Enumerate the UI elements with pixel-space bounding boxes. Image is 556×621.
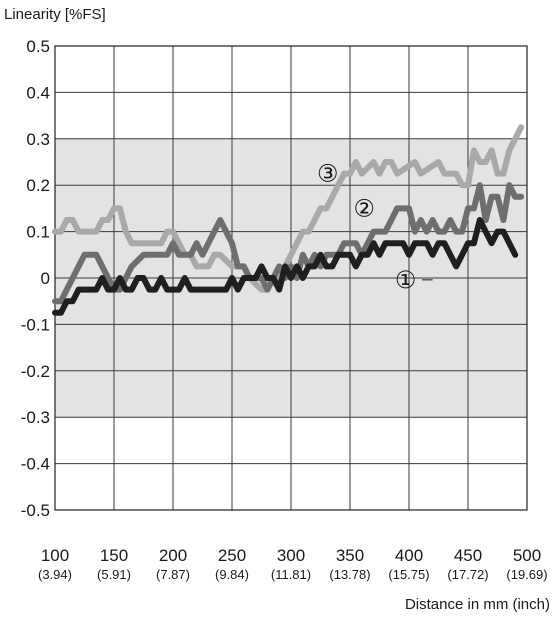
series-marker-label-1: ③	[317, 160, 339, 188]
x-axis-title: Distance in mm (inch)	[404, 596, 550, 613]
x-tick-sublabel: (13.78)	[329, 567, 370, 582]
x-tick-label-layer: 100 (3.94) 150 (5.91) 200 (7.87) 250 (9.84) 300 (…	[38, 546, 548, 582]
grid-layer	[54, 45, 528, 511]
x-tick-sublabel: (3.94)	[38, 567, 72, 582]
x-tick-label: 450	[454, 546, 482, 565]
series-marker-label-2: ②	[353, 194, 375, 222]
series-line-3	[52, 217, 519, 316]
x-tick-label: 350	[336, 546, 364, 565]
x-tick-sublabel: (11.81)	[271, 567, 311, 582]
y-tick-label: 0	[41, 269, 50, 288]
x-tick-label: 500	[513, 546, 541, 565]
y-tick-label: -0.3	[21, 408, 50, 427]
series-layer	[52, 124, 525, 316]
y-tick-label: 0.5	[26, 37, 50, 56]
x-tick-sublabel: (15.75)	[388, 567, 429, 582]
x-tick-sublabel: (9.84)	[215, 567, 249, 582]
annotation-layer: ③② ①	[317, 160, 433, 294]
x-tick-label: 100	[41, 546, 69, 565]
y-tick-label-layer: 0.5 0.4 0.3 0.2 0.1 0 -0.1 -0.2 -0.3 -0.4 -0.5	[21, 37, 50, 520]
plot-frame	[54, 45, 528, 511]
y-tick-label: -0.5	[21, 501, 50, 520]
y-tick-label: 0.2	[26, 176, 50, 195]
series-line-1	[52, 124, 525, 293]
x-tick-label: 400	[395, 546, 423, 565]
y-tick-label: 0.3	[26, 130, 50, 149]
y-tick-label: -0.1	[21, 315, 50, 334]
x-tick-sublabel: (7.87)	[156, 567, 190, 582]
x-tick-label: 150	[100, 546, 128, 565]
x-tick-label: 200	[159, 546, 187, 565]
x-tick-sublabel: (17.72)	[447, 567, 488, 582]
y-tick-label: -0.4	[21, 455, 50, 474]
y-axis-title: Linearity [%FS]	[4, 6, 106, 23]
x-tick-label: 300	[277, 546, 305, 565]
y-tick-label: -0.2	[21, 362, 50, 381]
x-tick-sublabel: (19.69)	[506, 567, 547, 582]
x-tick-sublabel: (5.91)	[97, 567, 131, 582]
x-tick-label: 250	[218, 546, 246, 565]
y-tick-label: 0.4	[26, 83, 50, 102]
series-marker-label-3: ①	[395, 266, 417, 294]
y-tick-label: 0.1	[26, 223, 50, 242]
